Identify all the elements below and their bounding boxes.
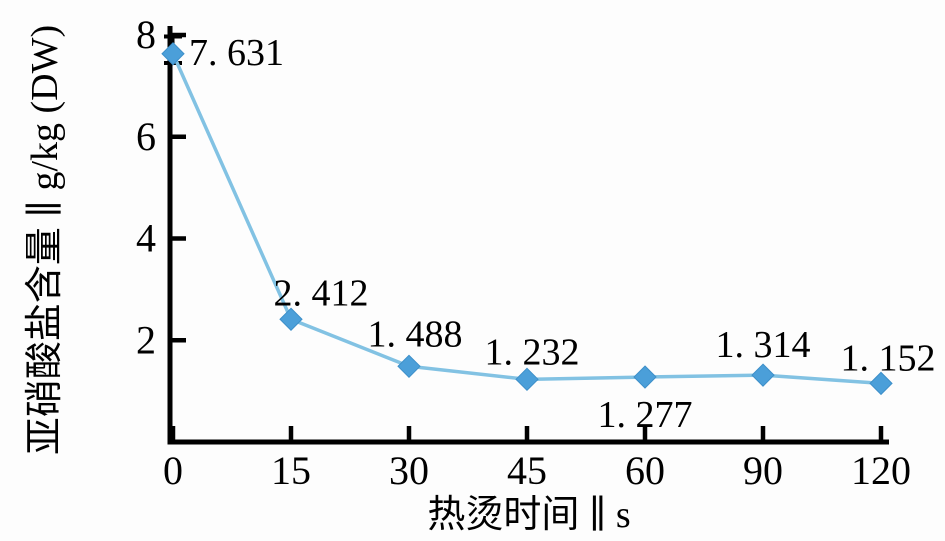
x-tick-label: 60 [625,448,665,493]
data-point-marker [397,354,421,379]
value-label: 1. 488 [368,313,463,355]
x-tick-label: 15 [271,448,311,493]
value-label: 1. 314 [716,324,811,366]
data-point-marker [279,307,303,331]
data-point-marker [869,371,893,396]
y-tick-label: 8 [136,12,156,57]
x-tick-label: 30 [389,448,429,493]
data-point-marker [633,365,657,389]
value-label: 7. 631 [189,32,284,74]
value-label: 2. 412 [274,272,369,314]
x-tick-label: 0 [163,448,183,493]
value-label: 1. 152 [841,337,936,379]
x-tick-label: 45 [507,448,547,493]
y-tick-label: 2 [136,317,156,362]
data-point-marker [515,367,539,392]
data-point-marker [161,42,185,66]
x-tick-label: 90 [743,448,783,493]
x-tick-label: 120 [851,448,911,493]
value-label: 1. 232 [485,331,580,373]
data-point-marker [751,363,775,387]
y-tick-label: 4 [136,216,156,261]
y-tick-label: 6 [136,114,156,159]
x-axis-title: 热烫时间 ∥ s [427,494,630,536]
value-label: 1. 277 [598,394,693,436]
y-axis-title: 亚硝酸盐含量 ∥ g/kg (DW) [24,25,66,455]
